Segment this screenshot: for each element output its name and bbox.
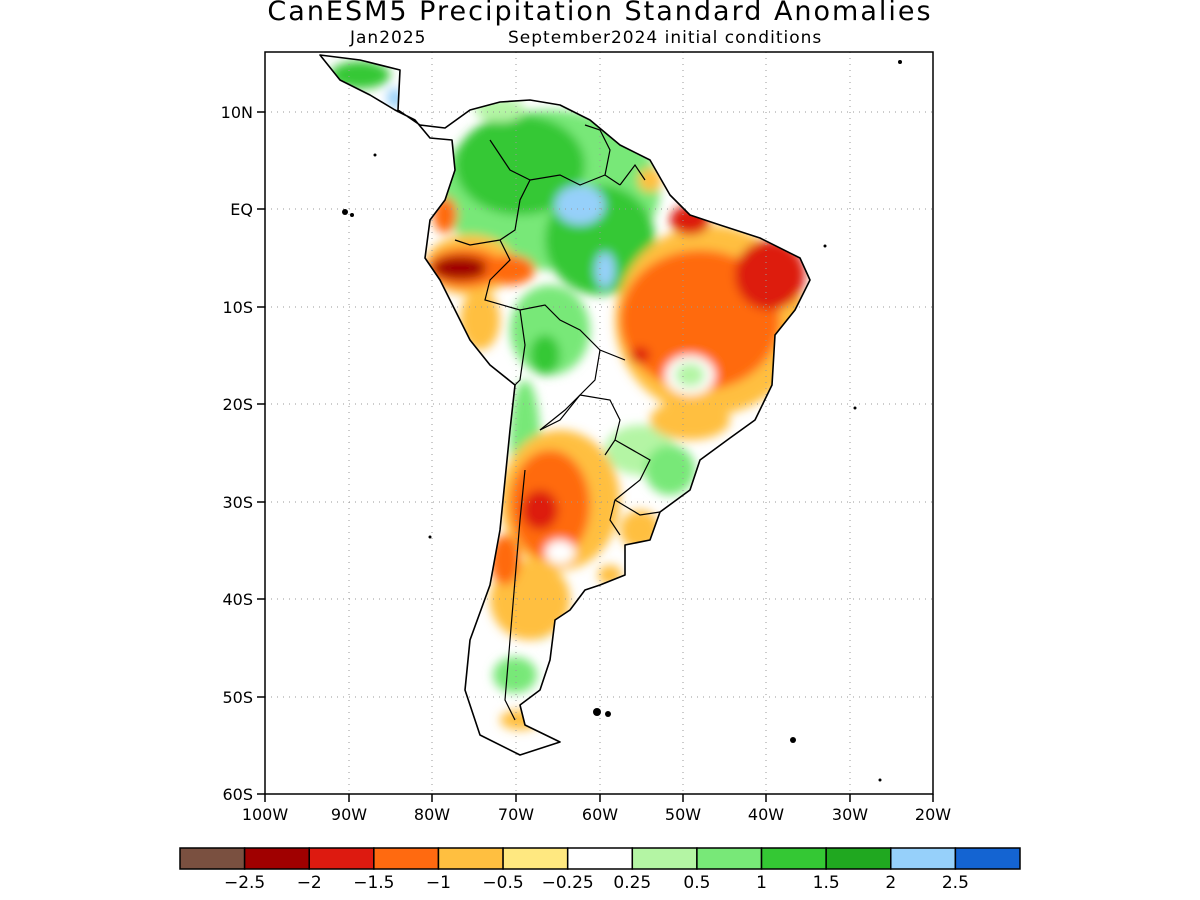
lon-labels: 100W 90W 80W 70W 60W 50W 40W 30W 20W	[242, 805, 951, 824]
anomaly-shading	[330, 61, 805, 730]
colorbar-label: 1	[756, 873, 767, 893]
colorbar-swatch	[308, 847, 375, 870]
colorbar-swatch	[502, 847, 569, 870]
map-frame	[264, 51, 934, 795]
initial-conditions-label: September2024 initial conditions	[508, 28, 823, 48]
lon-label: 30W	[832, 805, 868, 824]
colorbar-label: −1.5	[353, 873, 394, 893]
lon-label: 40W	[748, 805, 784, 824]
colorbar-swatch	[437, 847, 504, 870]
colorbar-swatch	[954, 847, 1021, 870]
colorbar-label: −2.5	[224, 873, 265, 893]
colorbar-label: −2	[297, 873, 322, 893]
lon-label: 80W	[414, 805, 450, 824]
lat-label: 20S	[222, 395, 253, 414]
colorbar-label: 2	[885, 873, 896, 893]
lat-label: 10N	[221, 103, 253, 122]
colorbar-label: 0.5	[683, 873, 710, 893]
islands	[342, 60, 902, 782]
colorbar-swatch	[760, 847, 827, 870]
lon-label: 90W	[331, 805, 367, 824]
colorbar: −2.5 −2 −1.5 −1 −0.5 −0.25 0.25 0.5 1 1.5 2 2.5	[179, 847, 1021, 893]
colorbar-swatch	[825, 847, 892, 870]
colorbar-label: −0.5	[482, 873, 523, 893]
colorbar-label: 1.5	[813, 873, 840, 893]
colorbar-label: −0.25	[542, 873, 594, 893]
colorbar-swatch	[890, 847, 957, 870]
lat-label: 50S	[222, 688, 253, 707]
lat-label: 10S	[222, 298, 253, 317]
lon-ticks	[264, 794, 934, 802]
lat-label: 60S	[222, 785, 253, 804]
lat-ticks	[257, 111, 265, 795]
colorbar-swatch	[696, 847, 763, 870]
lon-label: 70W	[498, 805, 534, 824]
colorbar-label: −1	[426, 873, 451, 893]
lat-label: 30S	[222, 493, 253, 512]
colorbar-swatch	[566, 847, 634, 870]
lat-label: 40S	[222, 590, 253, 609]
lon-label: 100W	[242, 805, 289, 824]
colorbar-swatch	[631, 847, 698, 870]
lon-label: 60W	[582, 805, 618, 824]
lat-label: EQ	[230, 200, 253, 219]
forecast-month: Jan2025	[350, 28, 427, 48]
colorbar-label: 0.25	[613, 873, 651, 893]
colorbar-swatch	[179, 847, 246, 870]
colorbar-swatch	[243, 847, 310, 870]
lon-label: 50W	[665, 805, 701, 824]
colorbar-label: 2.5	[942, 873, 969, 893]
coastline	[319, 54, 811, 756]
map-gridlines	[265, 52, 933, 794]
lat-labels: 10N EQ 10S 20S 30S 40S 50S 60S	[221, 103, 253, 804]
colorbar-swatch	[373, 847, 440, 870]
country-borders	[454, 124, 661, 721]
lon-label: 20W	[915, 805, 951, 824]
map-title: CanESM5 Precipitation Standard Anomalies	[267, 0, 933, 27]
